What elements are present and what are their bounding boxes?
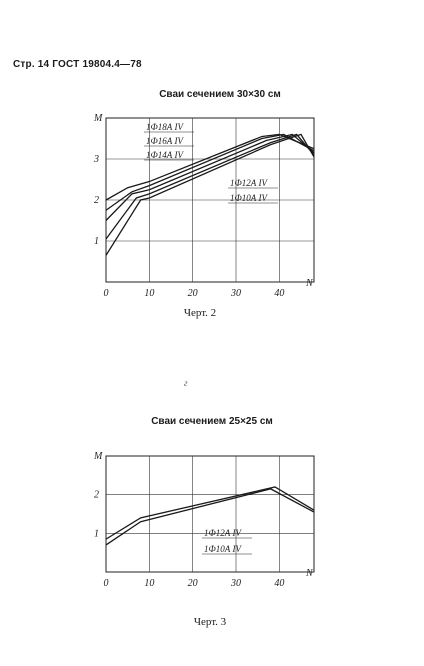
series-line-3 xyxy=(105,133,315,221)
series-annotation-3: 1Ф14А IV xyxy=(146,150,184,160)
series-annotation-1: 1Ф18А IV xyxy=(146,122,184,132)
chart-1-caption: Черт. 2 xyxy=(183,307,217,319)
x-tick-label: 20 xyxy=(188,288,198,299)
series-annotation-1: 1Ф12А IV xyxy=(204,528,242,538)
plot-frame xyxy=(105,455,315,573)
x-tick-label: 10 xyxy=(144,578,154,589)
series-line-2 xyxy=(105,488,315,546)
chart-2: 0 10 20 30 40 1 2 M N 1Ф12А IV 1Ф10А IV xyxy=(93,451,315,589)
series-annotation-2: 1Ф10А IV xyxy=(204,544,242,554)
y-tick-label: 2 xyxy=(94,490,99,501)
chart-2-caption: Черт. 3 xyxy=(193,616,227,628)
page-header: Стр. 14 ГОСТ 19804.4—78 xyxy=(13,59,142,70)
x-tick-label: 30 xyxy=(230,288,241,299)
x-tick-label: 0 xyxy=(104,578,109,589)
x-tick-label: 0 xyxy=(104,288,109,299)
x-tick-label: 10 xyxy=(144,288,154,299)
y-tick-label: 1 xyxy=(94,236,99,247)
series-annotation-5: 1Ф10А IV xyxy=(230,193,268,203)
chart-2-title: Сваи сечением 25×25 см xyxy=(151,416,273,427)
x-tick-label: 40 xyxy=(274,578,284,589)
y-axis-label: M xyxy=(93,113,103,124)
x-tick-label: 20 xyxy=(188,578,198,589)
chart-1-title: Сваи сечением 30×30 см xyxy=(159,89,281,100)
stray-mark: г xyxy=(184,378,188,388)
series-line-5 xyxy=(105,133,315,256)
x-tick-label: 30 xyxy=(230,578,241,589)
x-tick-label: 40 xyxy=(274,288,284,299)
series-line-1 xyxy=(105,133,315,201)
x-axis-label: N xyxy=(305,568,314,579)
chart-1: 0 10 20 30 40 1 2 3 M N 1Ф18А IV 1Ф16А IV 1Ф14А IV 1Ф… xyxy=(93,113,315,299)
y-tick-label: 1 xyxy=(94,528,99,539)
series-annotation-2: 1Ф16А IV xyxy=(146,136,184,146)
x-axis-label: N xyxy=(305,278,314,289)
series-line-1 xyxy=(105,486,315,540)
y-tick-label: 2 xyxy=(94,195,99,206)
y-tick-label: 3 xyxy=(93,154,99,165)
series-line-2 xyxy=(105,133,315,211)
y-axis-label: M xyxy=(93,451,103,462)
series-annotation-4: 1Ф12А IV xyxy=(230,178,268,188)
series-line-4 xyxy=(105,133,315,240)
